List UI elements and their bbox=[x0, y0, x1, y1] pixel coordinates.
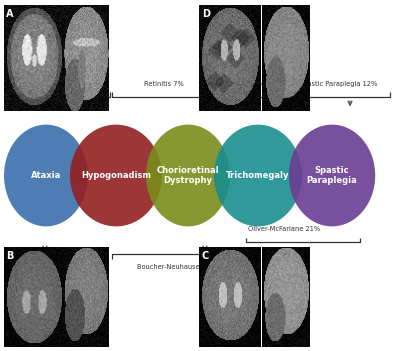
Text: B: B bbox=[6, 251, 14, 261]
Ellipse shape bbox=[146, 125, 230, 226]
Ellipse shape bbox=[289, 125, 375, 226]
Text: C: C bbox=[202, 251, 209, 261]
Text: Ataxia: Ataxia bbox=[31, 171, 61, 180]
Text: Boucher-Neuhauser 26%: Boucher-Neuhauser 26% bbox=[137, 264, 219, 270]
Text: Oliver-McFarlane 21%: Oliver-McFarlane 21% bbox=[248, 226, 320, 232]
Text: A: A bbox=[6, 9, 14, 19]
Text: Spastic
Paraplegia: Spastic Paraplegia bbox=[307, 166, 357, 185]
Text: Spastic Paraplegia 12%: Spastic Paraplegia 12% bbox=[299, 81, 377, 87]
Text: Trichomegaly: Trichomegaly bbox=[226, 171, 290, 180]
Text: Cerebellar Ataxia 8%: Cerebellar Ataxia 8% bbox=[11, 264, 82, 270]
Text: Retinitis 7%: Retinitis 7% bbox=[144, 81, 184, 87]
Ellipse shape bbox=[4, 125, 88, 226]
Ellipse shape bbox=[214, 125, 302, 226]
Text: D: D bbox=[202, 9, 210, 19]
Text: Laurence-Moon 5%: Laurence-Moon 5% bbox=[215, 81, 279, 87]
Ellipse shape bbox=[70, 125, 162, 226]
Text: Chorioretinal
Dystrophy: Chorioretinal Dystrophy bbox=[157, 166, 219, 185]
Text: Gordon Holmes 21%: Gordon Holmes 21% bbox=[26, 81, 94, 87]
Text: Hypogonadism: Hypogonadism bbox=[81, 171, 151, 180]
